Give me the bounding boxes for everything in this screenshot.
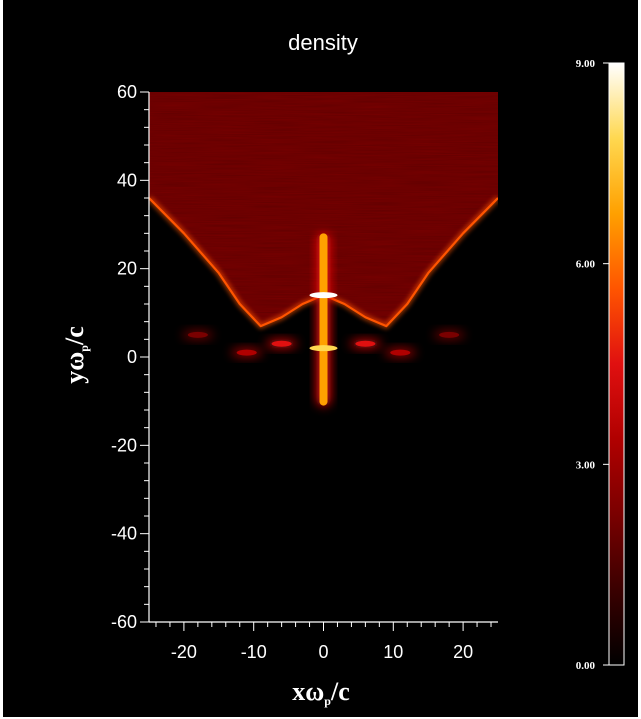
density-arm-core-3 [390, 349, 411, 356]
colorbar-tick-label: 6.00 [576, 259, 596, 271]
colorbar-tick-label: 3.00 [576, 459, 596, 471]
density-arm-core-1 [271, 340, 292, 347]
y-axis-label-sub: p [77, 345, 91, 352]
x-tick-label: 20 [453, 642, 473, 662]
y-tick-label: -20 [111, 435, 137, 455]
density-arm-core-5 [439, 331, 460, 338]
density-field [149, 92, 498, 622]
x-tick-label: -20 [171, 642, 197, 662]
x-tick-label: 10 [383, 642, 403, 662]
y-tick-label: 0 [127, 347, 137, 367]
svg-text:yωp/c: yωp/c [60, 326, 91, 383]
colorbar: 9.00 6.00 3.00 0.00 [576, 58, 625, 672]
central-jet [319, 233, 328, 406]
filament-peak-1 [309, 345, 338, 352]
y-tick-label: -60 [111, 612, 137, 632]
density-arm-core-4 [187, 331, 208, 338]
y-axis-label-main: yω [60, 352, 89, 384]
x-axis-label-sub: p [324, 694, 331, 708]
plot-axes: 60 40 20 0 -20 -40 -60 -20 -10 0 10 20 [111, 82, 498, 662]
chart-title: density [288, 30, 358, 55]
bulk-density-texture [149, 92, 498, 327]
y-axis-label: yωp/c [60, 326, 91, 383]
density-arm-core-0 [236, 349, 257, 356]
y-tick-label: 60 [117, 82, 137, 102]
x-tick-label: -10 [241, 642, 267, 662]
filament-peak-0 [309, 292, 338, 299]
density-arm-core-2 [355, 340, 376, 347]
colorbar-tick-label: 0.00 [576, 660, 596, 672]
y-tick-label: -40 [111, 524, 137, 544]
x-axis-label-tail: /c [330, 677, 350, 706]
y-tick-label: 40 [117, 170, 137, 190]
x-axis-label: xωp/c [292, 677, 349, 708]
x-axis-label-main: xω [292, 677, 324, 706]
svg-text:xωp/c: xωp/c [292, 677, 349, 708]
x-tick-label: 0 [318, 642, 328, 662]
y-tick-label: 20 [117, 259, 137, 279]
colorbar-tick-label: 9.00 [576, 58, 596, 70]
y-axis-label-tail: /c [60, 326, 89, 346]
colorbar-gradient [608, 62, 625, 666]
